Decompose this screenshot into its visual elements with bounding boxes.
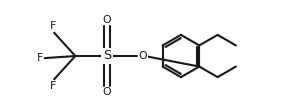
Text: O: O	[139, 51, 147, 61]
Text: O: O	[103, 87, 111, 97]
Text: F: F	[50, 21, 56, 31]
Text: O: O	[103, 15, 111, 25]
Text: F: F	[50, 81, 56, 91]
Text: S: S	[103, 50, 111, 62]
Text: F: F	[37, 53, 43, 63]
